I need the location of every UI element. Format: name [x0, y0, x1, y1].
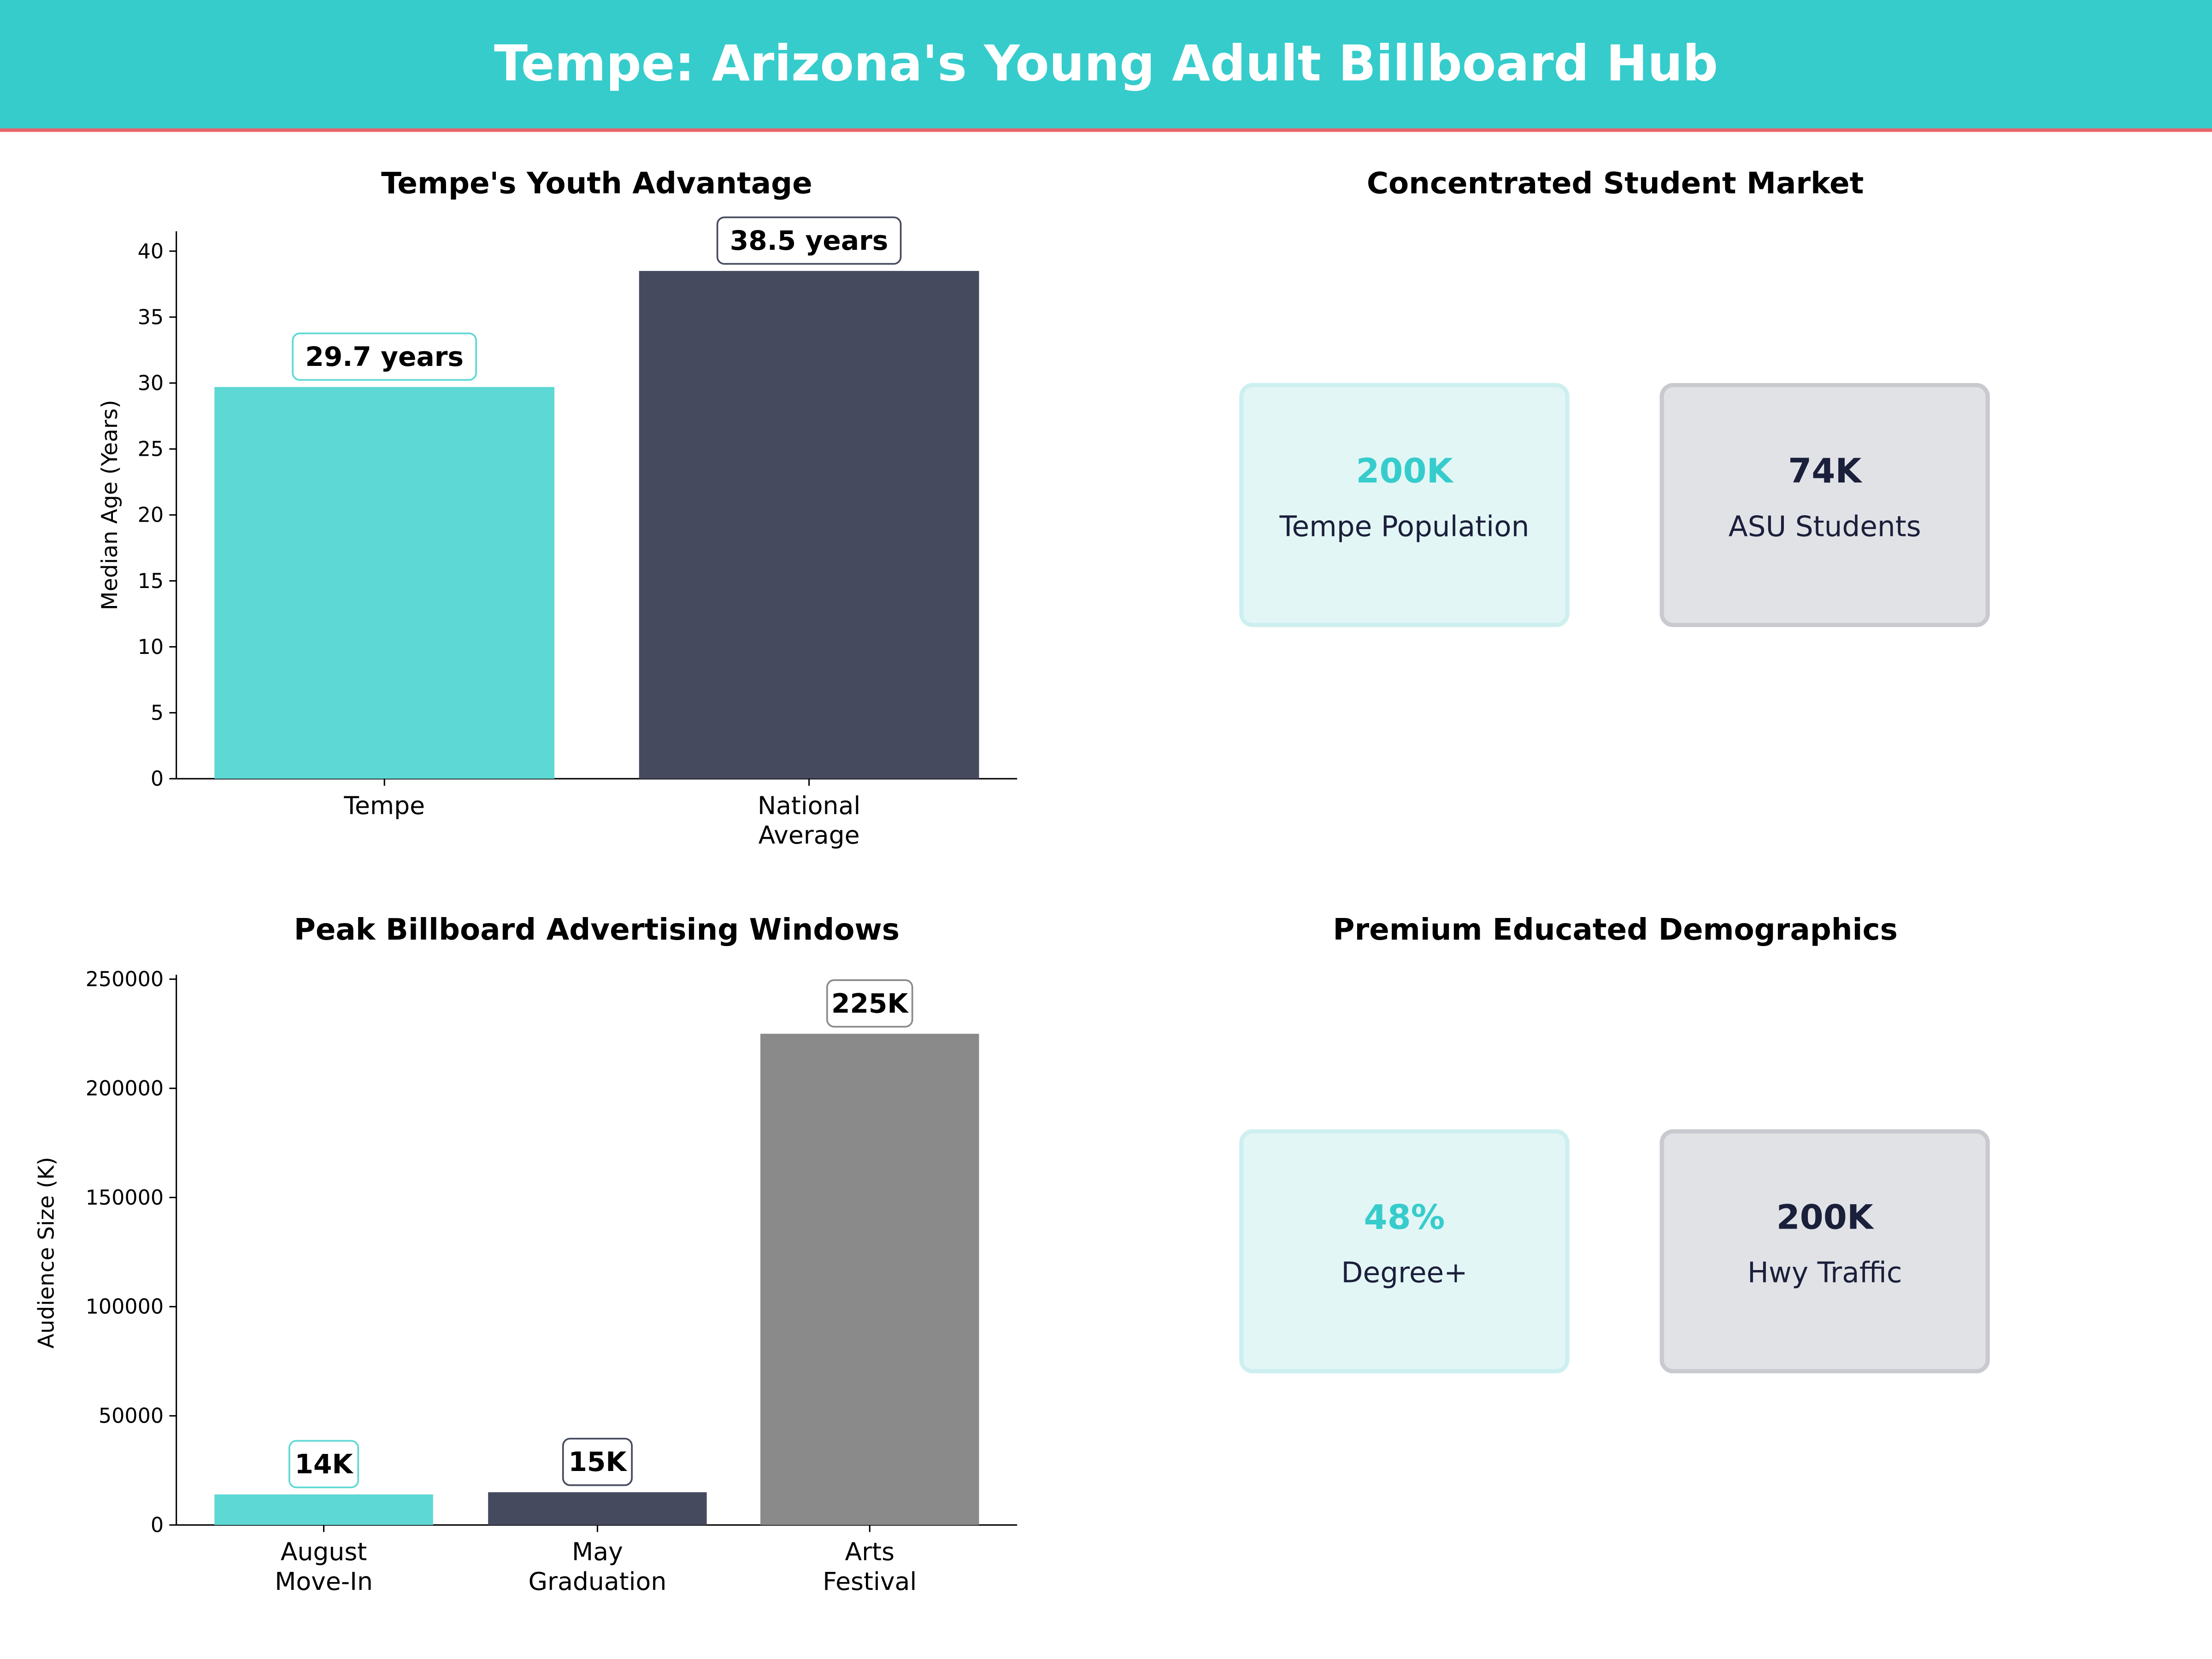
y-tick-label: 100000: [86, 1295, 164, 1319]
y-tick-label: 30: [138, 371, 164, 395]
y-tick-label: 5: [151, 701, 164, 725]
stat-label: Degree+: [1341, 1257, 1467, 1289]
x-tick-label: August: [281, 1537, 367, 1566]
y-tick-label: 20: [138, 504, 164, 527]
data-label: 15K: [568, 1446, 627, 1477]
y-axis-label: Audience Size (K): [34, 1157, 59, 1348]
bar: [488, 1492, 707, 1525]
x-tick-label: Move-In: [275, 1567, 373, 1596]
stat-card-population: 200K Tempe Population: [1239, 383, 1570, 627]
panel-title: Premium Educated Demographics: [1333, 912, 1898, 947]
y-tick-label: 200000: [86, 1077, 164, 1100]
bar: [214, 1494, 433, 1525]
advertising-windows-chart: Peak Billboard Advertising Windows Audie…: [34, 912, 1018, 1596]
stat-label: Hwy Traffic: [1747, 1257, 1902, 1289]
student-market-panel: Concentrated Student Market 200K Tempe P…: [1239, 166, 1990, 627]
stat-card-degree: 48% Degree+: [1239, 1129, 1570, 1374]
stat-value: 200K: [1777, 1198, 1875, 1237]
x-tick-label: Graduation: [529, 1567, 667, 1596]
x-tick-label: Arts: [845, 1537, 894, 1566]
stat-value: 200K: [1356, 452, 1454, 491]
stat-value: 74K: [1788, 452, 1863, 491]
y-axis-label: Median Age (Years): [97, 400, 123, 611]
x-tick-label: May: [572, 1537, 623, 1566]
data-label-box: [562, 1437, 633, 1486]
data-label: 14K: [295, 1448, 354, 1480]
y-tick-label: 50000: [99, 1405, 164, 1428]
stat-card-traffic: 200K Hwy Traffic: [1659, 1129, 1990, 1374]
y-tick-label: 0: [151, 767, 164, 791]
chart-title: Peak Billboard Advertising Windows: [294, 912, 900, 947]
y-tick-label: 15: [138, 570, 164, 593]
bar: [639, 271, 979, 779]
demographics-panel: Premium Educated Demographics 48% Degree…: [1239, 912, 1990, 1374]
page-title: Tempe: Arizona's Young Adult Billboard H…: [494, 35, 1718, 92]
bar: [214, 387, 555, 779]
bar: [760, 1034, 979, 1525]
x-tick-label: Festival: [823, 1567, 917, 1596]
y-tick-label: 250000: [86, 968, 164, 991]
y-tick-label: 35: [138, 306, 164, 329]
stat-value: 48%: [1364, 1198, 1445, 1237]
median-age-chart: Tempe's Youth Advantage Median Age (Year…: [97, 166, 1018, 850]
data-label-box: [292, 332, 477, 381]
data-label: 38.5 years: [730, 225, 888, 256]
y-tick-label: 40: [138, 240, 164, 263]
header-underline: [0, 128, 2212, 132]
data-label-box: [716, 216, 902, 265]
data-label-box: [826, 979, 913, 1028]
panel-title: Concentrated Student Market: [1367, 166, 1864, 200]
x-tick-label: Tempe: [343, 791, 425, 820]
x-tick-label: National: [758, 791, 860, 820]
header-bar: [0, 0, 2212, 130]
chart-title: Tempe's Youth Advantage: [381, 166, 812, 200]
stat-label: ASU Students: [1729, 510, 1921, 543]
y-tick-label: 0: [151, 1513, 164, 1537]
stat-label: Tempe Population: [1279, 510, 1529, 543]
y-tick-label: 10: [138, 635, 164, 659]
y-tick-label: 25: [138, 438, 164, 461]
data-label: 29.7 years: [305, 341, 464, 372]
data-label-box: [288, 1440, 359, 1488]
x-tick-label: Average: [759, 821, 860, 850]
data-label: 225K: [831, 988, 909, 1019]
y-tick-label: 150000: [86, 1186, 164, 1210]
stat-card-students: 74K ASU Students: [1659, 383, 1990, 627]
